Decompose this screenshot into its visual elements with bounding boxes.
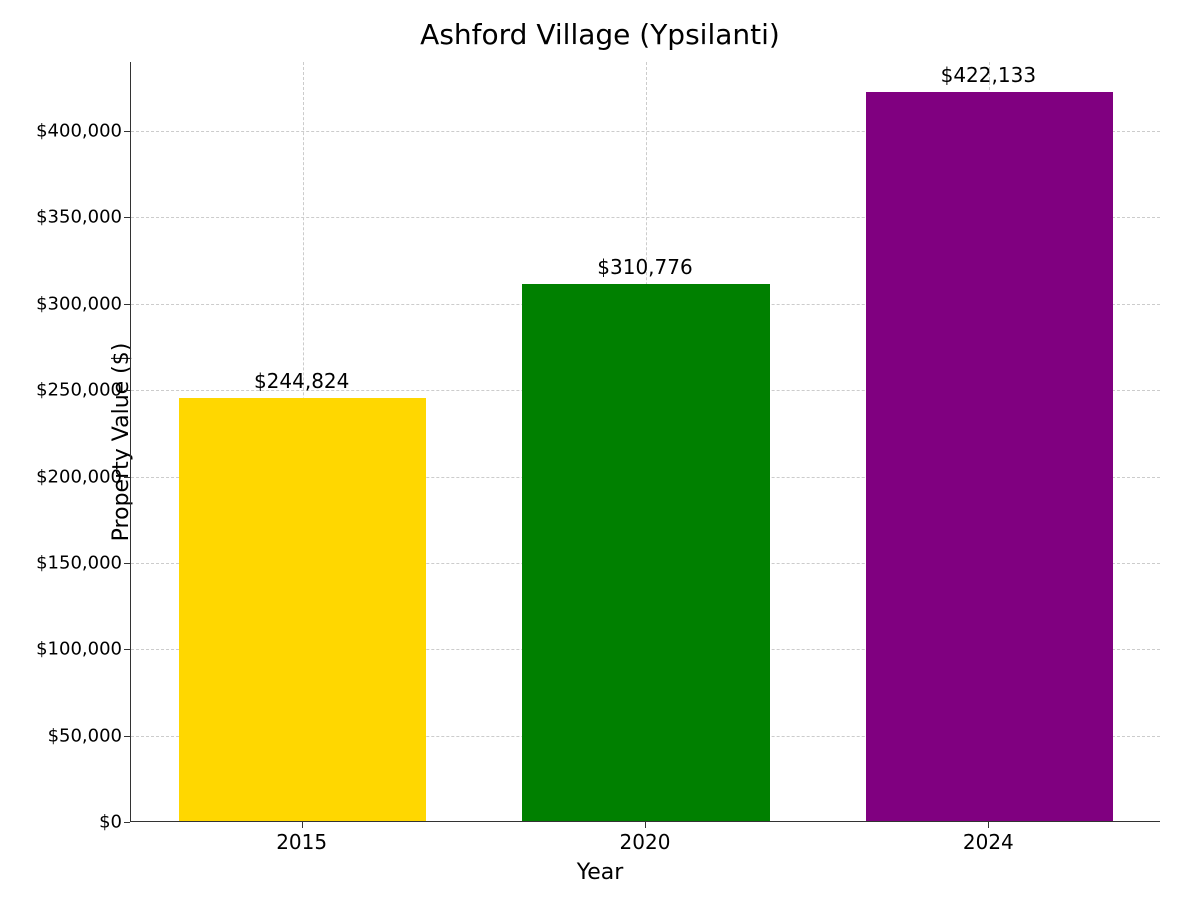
y-tick-mark (124, 217, 130, 218)
y-tick-mark (124, 822, 130, 823)
x-tick-mark (988, 822, 989, 828)
bar (179, 398, 426, 821)
bar (866, 92, 1113, 821)
y-tick-mark (124, 390, 130, 391)
bar-value-label: $422,133 (888, 63, 1088, 87)
y-tick-mark (124, 736, 130, 737)
bar (522, 284, 769, 821)
y-tick-label: $300,000 (2, 293, 122, 314)
plot-area (130, 62, 1160, 822)
y-tick-label: $400,000 (2, 121, 122, 142)
bar-value-label: $310,776 (545, 255, 745, 279)
y-tick-mark (124, 304, 130, 305)
chart-title: Ashford Village (Ypsilanti) (0, 18, 1200, 51)
y-tick-mark (124, 563, 130, 564)
y-tick-label: $0 (2, 812, 122, 833)
x-tick-label: 2020 (585, 830, 705, 854)
y-tick-label: $150,000 (2, 552, 122, 573)
y-tick-mark (124, 477, 130, 478)
y-tick-label: $250,000 (2, 380, 122, 401)
property-value-chart: Ashford Village (Ypsilanti) Property Val… (0, 0, 1200, 900)
y-tick-label: $50,000 (2, 725, 122, 746)
x-axis-label: Year (0, 860, 1200, 885)
y-tick-label: $350,000 (2, 207, 122, 228)
x-tick-mark (645, 822, 646, 828)
x-tick-label: 2015 (242, 830, 362, 854)
x-tick-label: 2024 (928, 830, 1048, 854)
y-tick-mark (124, 649, 130, 650)
bar-value-label: $244,824 (202, 369, 402, 393)
x-tick-mark (302, 822, 303, 828)
y-tick-label: $100,000 (2, 639, 122, 660)
y-tick-label: $200,000 (2, 466, 122, 487)
y-tick-mark (124, 131, 130, 132)
